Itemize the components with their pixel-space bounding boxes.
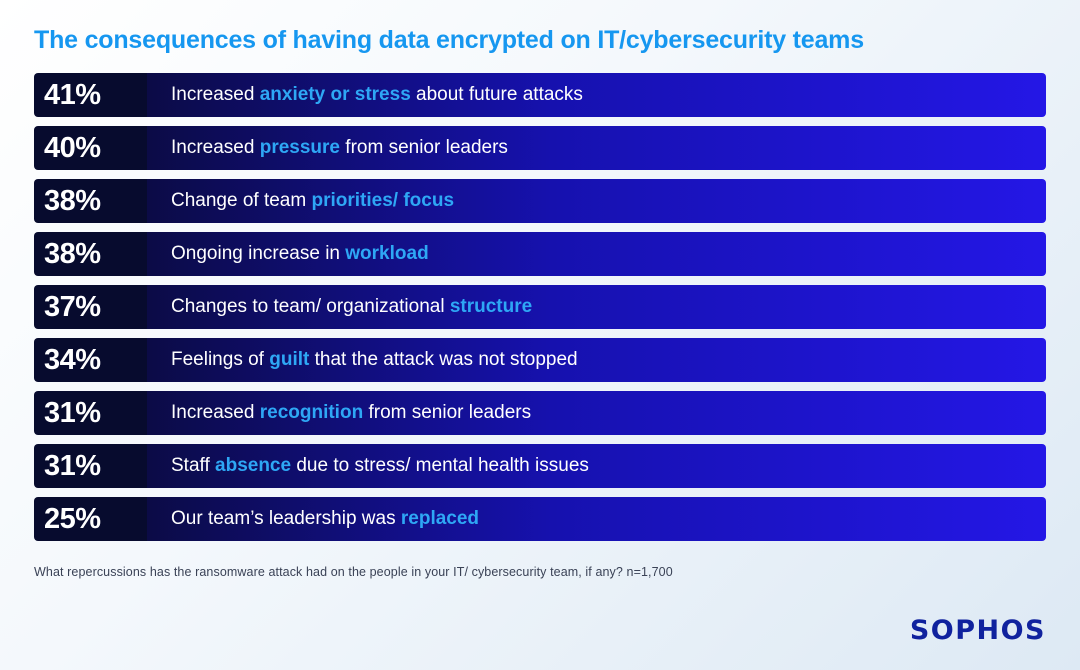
bar-value: 34%	[34, 338, 147, 382]
bars-list: 41% Increased anxiety or stress about fut…	[34, 73, 1046, 541]
bar-highlight: pressure	[259, 137, 341, 158]
bar-highlight: recognition	[259, 402, 364, 423]
bar-highlight: guilt	[269, 349, 310, 370]
bar-label: Ongoing increase in workload	[147, 232, 1046, 276]
footnote: What repercussions has the ransomware at…	[34, 565, 673, 579]
bar-value: 25%	[34, 497, 147, 541]
bar-row: 31% Staff absence due to stress/ mental h…	[34, 444, 1046, 488]
bar-value: 41%	[34, 73, 147, 117]
bar-highlight: replaced	[400, 508, 480, 529]
bar-text: Staff absence due to stress/ mental heal…	[171, 455, 589, 476]
bar-highlight: structure	[449, 296, 533, 317]
bar-highlight: workload	[345, 243, 429, 264]
bar-value: 31%	[34, 444, 147, 488]
bar-label: Increased recognition from senior leader…	[147, 391, 1046, 435]
bar-text: Change of team priorities/ focus	[171, 190, 455, 211]
bar-text: Increased pressure from senior leaders	[171, 137, 508, 158]
bar-row: 31% Increased recognition from senior lea…	[34, 391, 1046, 435]
bar-text: Our team’s leadership was replaced	[171, 508, 480, 529]
bar-highlight: absence	[215, 455, 292, 476]
bar-label: Increased anxiety or stress about future…	[147, 73, 1046, 117]
page-title: The consequences of having data encrypte…	[34, 26, 864, 54]
bar-text: Increased anxiety or stress about future…	[171, 84, 583, 105]
bar-value: 37%	[34, 285, 147, 329]
bar-label: Change of team priorities/ focus	[147, 179, 1046, 223]
bar-row: 41% Increased anxiety or stress about fut…	[34, 73, 1046, 117]
bar-value: 38%	[34, 179, 147, 223]
bar-highlight: anxiety or stress	[259, 84, 411, 105]
bar-row: 37% Changes to team/ organizational struc…	[34, 285, 1046, 329]
bar-value: 31%	[34, 391, 147, 435]
bar-label: Feelings of guilt that the attack was no…	[147, 338, 1046, 382]
bar-row: 38% Ongoing increase in workload	[34, 232, 1046, 276]
bar-value: 38%	[34, 232, 147, 276]
bar-row: 25% Our team’s leadership was replaced	[34, 497, 1046, 541]
bar-row: 38% Change of team priorities/ focus	[34, 179, 1046, 223]
bar-row: 40% Increased pressure from senior leader…	[34, 126, 1046, 170]
bar-label: Changes to team/ organizational structur…	[147, 285, 1046, 329]
bar-text: Changes to team/ organizational structur…	[171, 296, 533, 317]
bar-text: Ongoing increase in workload	[171, 243, 429, 264]
bar-text: Increased recognition from senior leader…	[171, 402, 532, 423]
bar-value: 40%	[34, 126, 147, 170]
bar-highlight: priorities/ focus	[311, 190, 455, 211]
bar-row: 34% Feelings of guilt that the attack was…	[34, 338, 1046, 382]
bar-label: Staff absence due to stress/ mental heal…	[147, 444, 1046, 488]
bar-text: Feelings of guilt that the attack was no…	[171, 349, 578, 370]
bar-label: Our team’s leadership was replaced	[147, 497, 1046, 541]
bar-label: Increased pressure from senior leaders	[147, 126, 1046, 170]
sophos-logo: SOPHOS	[909, 615, 1046, 646]
